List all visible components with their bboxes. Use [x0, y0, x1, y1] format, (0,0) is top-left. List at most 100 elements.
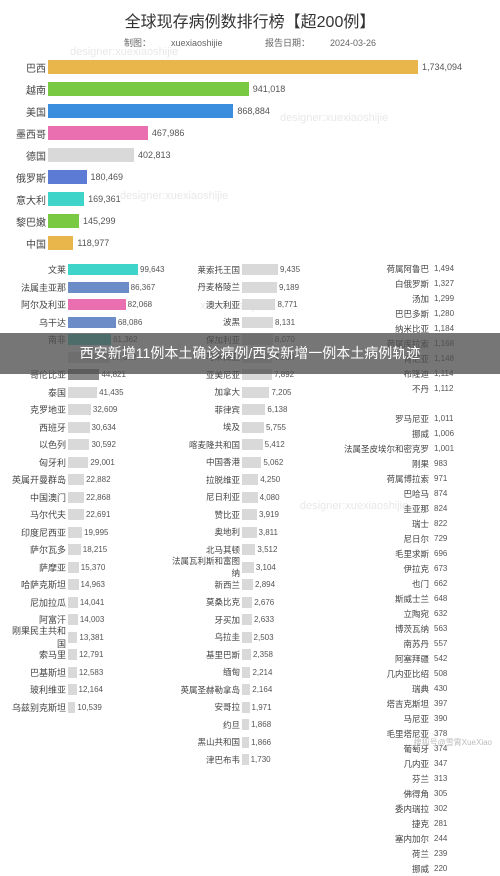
bar-label: 莱索托王国 [170, 264, 242, 276]
row-label: 尼日尔 [334, 533, 432, 545]
row-label: 白俄罗斯 [334, 278, 432, 290]
bar-value: 22,882 [86, 475, 110, 484]
bar-row: 基里巴斯2,358 [170, 646, 330, 664]
row-label: 阿塞拜疆 [334, 653, 432, 665]
row-value: 542 [434, 654, 447, 663]
bar-value: 19,995 [84, 528, 108, 537]
text-row: 塔吉克斯坦397 [334, 696, 494, 711]
bar [242, 527, 257, 538]
row-label: 巴巴多斯 [334, 308, 432, 320]
bar-value: 2,894 [255, 580, 275, 589]
bar [242, 492, 258, 503]
bar [68, 299, 126, 310]
bar [68, 422, 90, 433]
row-label: 斯威士兰 [334, 593, 432, 605]
bar-label: 泰国 [6, 386, 68, 399]
bar-value: 941,018 [253, 84, 286, 94]
row-label: 也门 [334, 578, 432, 590]
row-value: 244 [434, 834, 447, 843]
text-row: 圭亚那824 [334, 501, 494, 516]
bar-value: 14,963 [81, 580, 105, 589]
bar [68, 527, 82, 538]
bar [48, 236, 73, 250]
text-row: 荷属博拉索971 [334, 471, 494, 486]
bar-row: 约旦1,868 [170, 716, 330, 734]
bar-value: 1,734,094 [422, 62, 462, 72]
row-value: 508 [434, 669, 447, 678]
bar-label: 萨摩亚 [6, 561, 68, 574]
row-label: 马尼亚 [334, 713, 432, 725]
row-label: 荷属阿鲁巴 [334, 263, 432, 275]
bar [242, 404, 265, 415]
row-label: 几内亚比绍 [334, 668, 432, 680]
bar-label: 黎巴嫩 [6, 214, 46, 229]
text-row: 捷克281 [334, 816, 494, 831]
bar-row: 萨摩亚15,370 [6, 559, 166, 577]
row-value: 1,184 [434, 324, 454, 333]
bar-label: 北马其顿 [170, 544, 242, 556]
bar [68, 632, 77, 643]
bar-label: 牙买加 [170, 614, 242, 626]
bar-value: 5,755 [266, 423, 286, 432]
bar [68, 667, 77, 678]
bar-label: 美国 [6, 104, 46, 119]
top-bar-row: 越南941,018 [48, 79, 490, 99]
bar-row: 英属圣赫勒拿岛2,164 [170, 681, 330, 699]
text-row: 佛得角305 [334, 786, 494, 801]
bar [48, 60, 418, 74]
bar-row: 莫桑比克2,676 [170, 594, 330, 612]
text-row: 瑞典430 [334, 681, 494, 696]
bar-label: 尼加拉瓜 [6, 596, 68, 609]
bar [242, 614, 252, 625]
text-row: 法属圣皮埃尔和密克罗1,001 [334, 441, 494, 456]
bar-label: 奥地利 [170, 526, 242, 538]
bar-label: 意大利 [6, 192, 46, 207]
bar [68, 684, 77, 695]
bar-row: 澳大利亚8,771 [170, 296, 330, 314]
row-label: 荷属博拉索 [334, 473, 432, 485]
row-value: 822 [434, 519, 447, 528]
bar [68, 317, 116, 328]
text-row: 汤加1,299 [334, 291, 494, 306]
bar [48, 214, 79, 228]
bar [48, 126, 148, 140]
text-row: 立陶宛632 [334, 606, 494, 621]
bar [242, 719, 249, 730]
row-value: 824 [434, 504, 447, 513]
bar [48, 82, 249, 96]
bar-row: 安哥拉1,971 [170, 699, 330, 717]
bar-row: 刚果民主共和国13,381 [6, 629, 166, 647]
row-label: 挪威 [334, 428, 432, 440]
bar-row: 黑山共和国1,866 [170, 734, 330, 752]
row-value: 632 [434, 609, 447, 618]
page-title: 全球现存病例数排行榜【超200例】 [0, 0, 500, 32]
bar [242, 474, 258, 485]
bar [68, 579, 79, 590]
bar-value: 12,791 [79, 650, 103, 659]
bar-label: 巴基斯坦 [6, 666, 68, 679]
text-row [334, 396, 494, 411]
bar-label: 丹麦格陵兰 [170, 281, 242, 293]
bar-value: 8,771 [277, 300, 297, 309]
bar-value: 1,866 [251, 738, 271, 747]
row-label: 巴哈马 [334, 488, 432, 500]
bar [242, 264, 278, 275]
bar-value: 30,634 [92, 423, 116, 432]
bar-value: 86,367 [131, 283, 155, 292]
bar-value: 118,977 [77, 238, 109, 248]
row-label: 芬兰 [334, 773, 432, 785]
text-row: 斯威士兰648 [334, 591, 494, 606]
bar [242, 737, 249, 748]
bar-value: 4,250 [260, 475, 280, 484]
bar-row: 阿尔及利亚82,068 [6, 296, 166, 314]
bar-value: 12,164 [79, 685, 103, 694]
bar [242, 597, 252, 608]
bar-label: 墨西哥 [6, 126, 46, 141]
bar-label: 越南 [6, 82, 46, 97]
bar [68, 649, 77, 660]
bar [68, 544, 81, 555]
bar-label: 乌拉圭 [170, 631, 242, 643]
bar-value: 3,512 [257, 545, 277, 554]
bar [68, 439, 89, 450]
row-value: 983 [434, 459, 447, 468]
